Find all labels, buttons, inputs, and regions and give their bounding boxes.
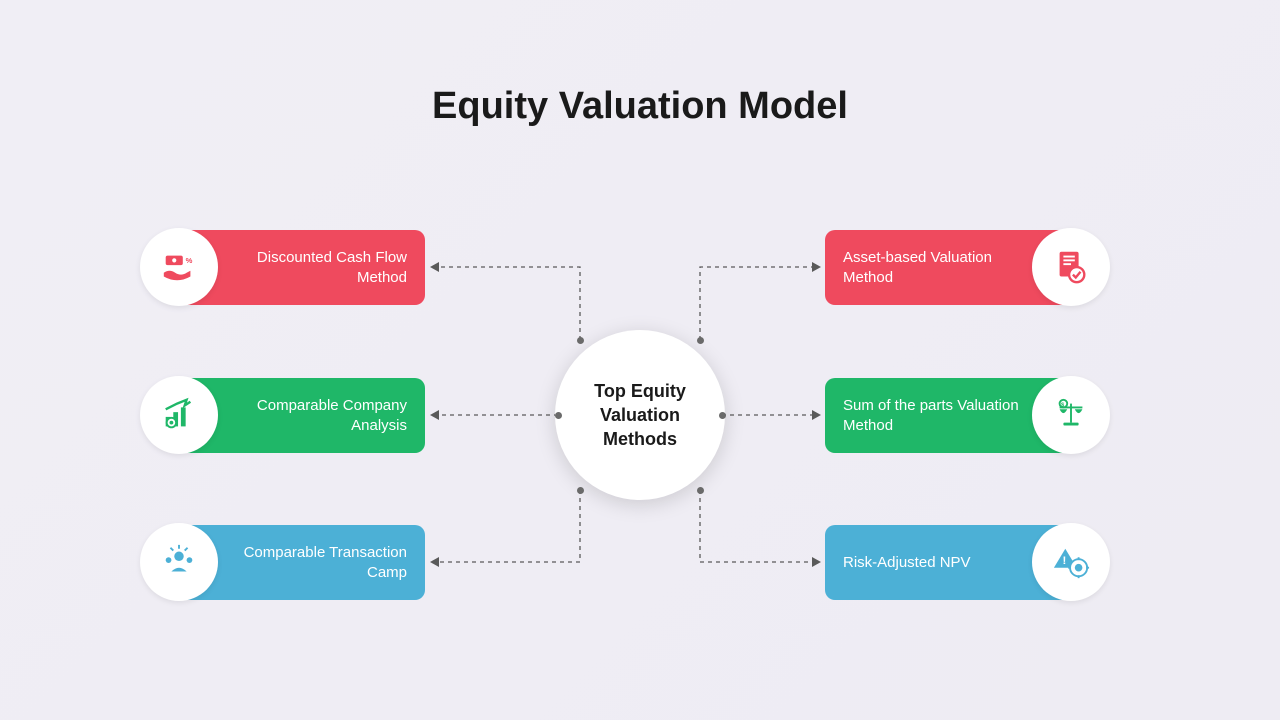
- card-ctc: Comparable Transaction Camp: [170, 525, 425, 600]
- card-label: Sum of the parts Valuation Method: [843, 396, 1025, 435]
- arrow-r1: [812, 262, 821, 272]
- card-npv: ! Risk-Adjusted NPV: [825, 525, 1080, 600]
- arrow-l1: [430, 262, 439, 272]
- card-label: Risk-Adjusted NPV: [843, 553, 971, 573]
- arrow-l2: [430, 410, 439, 420]
- card-label: Comparable Company Analysis: [225, 396, 407, 435]
- arrow-r2: [812, 410, 821, 420]
- arrow-l3: [430, 557, 439, 567]
- svg-text:%: %: [186, 256, 193, 265]
- card-label: Comparable Transaction Camp: [225, 543, 407, 582]
- doc-check-icon: [1032, 228, 1110, 306]
- card-cca: Comparable Company Analysis: [170, 378, 425, 453]
- scale-dollar-icon: $: [1032, 376, 1110, 454]
- chart-up-icon: [140, 376, 218, 454]
- arrow-r3: [812, 557, 821, 567]
- dot-ml: [555, 412, 562, 419]
- card-dcf: % Discounted Cash Flow Method: [170, 230, 425, 305]
- dot-tl: [577, 337, 584, 344]
- card-sotp: $ Sum of the parts Valuation Method: [825, 378, 1080, 453]
- dot-bl: [577, 487, 584, 494]
- card-label: Asset-based Valuation Method: [843, 248, 1025, 287]
- page-title: Equity Valuation Model: [0, 85, 1280, 128]
- dot-br: [697, 487, 704, 494]
- hand-percent-icon: %: [140, 228, 218, 306]
- risk-gear-icon: !: [1032, 523, 1110, 601]
- card-asset: Asset-based Valuation Method: [825, 230, 1080, 305]
- dot-mr: [719, 412, 726, 419]
- dot-tr: [697, 337, 704, 344]
- svg-text:!: !: [1062, 555, 1066, 567]
- center-hub: Top Equity Valuation Methods: [555, 330, 725, 500]
- people-plan-icon: [140, 523, 218, 601]
- center-label: Top Equity Valuation Methods: [555, 379, 725, 452]
- card-label: Discounted Cash Flow Method: [225, 248, 407, 287]
